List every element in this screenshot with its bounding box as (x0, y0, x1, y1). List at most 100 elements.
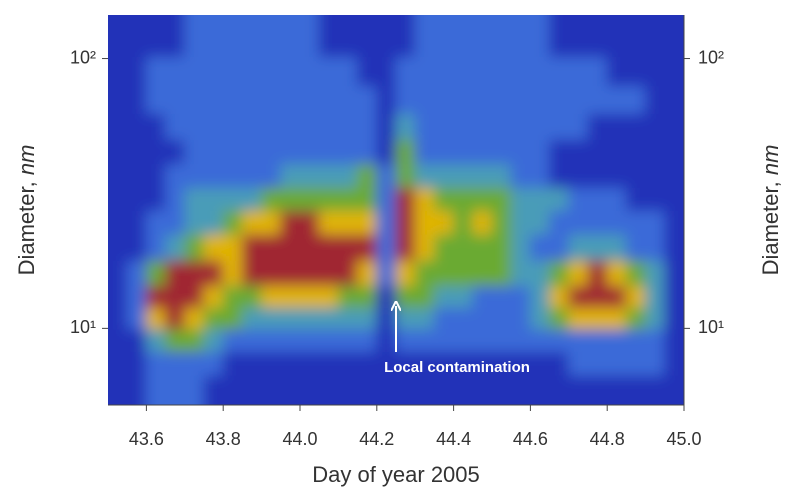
heatmap-cell (491, 209, 512, 235)
heatmap-cell (280, 186, 301, 211)
heatmap-cell (549, 138, 570, 165)
heatmap-cell (453, 306, 474, 330)
heatmap-cell (453, 85, 474, 114)
heatmap-cell (376, 15, 397, 58)
heatmap-cell (126, 15, 147, 58)
heatmap-cell (606, 163, 627, 188)
y2-tick-label: 10² (698, 47, 724, 67)
heatmap-cell (376, 163, 397, 188)
heatmap-cell (108, 56, 128, 87)
heatmap-cell (126, 85, 147, 114)
heatmap-cell (645, 233, 666, 261)
heatmap-cell (395, 112, 416, 140)
heatmap-cell (280, 112, 301, 140)
heatmap-cell (472, 209, 493, 235)
heatmap-cell (606, 209, 627, 235)
heatmap-cell (357, 374, 378, 405)
heatmap-cell (472, 163, 493, 188)
heatmap-cell (145, 306, 167, 330)
heatmap-cell (625, 328, 647, 352)
heatmap-cell (261, 138, 282, 165)
heatmap-cell (357, 209, 378, 235)
heatmap-cell (529, 186, 551, 211)
heatmap-cell (549, 186, 570, 211)
heatmap-cell (108, 138, 128, 165)
heatmap-cell (145, 85, 167, 114)
heatmap-cell (261, 259, 282, 286)
heatmap-cell (280, 138, 301, 165)
heatmap-cell (549, 374, 570, 405)
heatmap-cell (337, 259, 359, 286)
heatmap-cell (126, 112, 147, 140)
heatmap-cell (318, 15, 339, 58)
heatmap-cell (568, 209, 589, 235)
heatmap-cell (241, 163, 263, 188)
heatmap-cell (261, 112, 282, 140)
heatmap-cell (510, 284, 531, 308)
heatmap-cell (414, 186, 435, 211)
heatmap-cell (376, 306, 397, 330)
heatmap-cell (126, 306, 147, 330)
heatmap-cell (510, 138, 531, 165)
heatmap-cell (625, 284, 647, 308)
x-tick-label: 45.0 (666, 429, 701, 449)
heatmap-cell (529, 306, 551, 330)
heatmap-cell (299, 374, 320, 405)
heatmap-cell (529, 209, 551, 235)
heatmap-cell (625, 306, 647, 330)
heatmap-cell (222, 306, 243, 330)
heatmap-cell (184, 138, 205, 165)
heatmap-cell (203, 374, 224, 405)
heatmap-cell (261, 186, 282, 211)
heatmap-cell (529, 138, 551, 165)
heatmap-cell (453, 15, 474, 58)
heatmap-cell (184, 163, 205, 188)
heatmap-cell (587, 56, 608, 87)
heatmap-cell (108, 209, 128, 235)
heatmap-cell (472, 186, 493, 211)
heatmap-cell (549, 85, 570, 114)
heatmap-cell (145, 209, 167, 235)
heatmap-cell (203, 350, 224, 376)
heatmap-cell (165, 328, 186, 352)
heatmap-cell (357, 163, 378, 188)
heatmap-cell (664, 328, 684, 352)
heatmap-cell (395, 350, 416, 376)
heatmap-cell (376, 209, 397, 235)
heatmap-cell (606, 112, 627, 140)
heatmap-cell (184, 306, 205, 330)
heatmap-cell (433, 85, 455, 114)
heatmap-cell (625, 56, 647, 87)
heatmap-cell (433, 138, 455, 165)
heatmap-cell (184, 350, 205, 376)
heatmap-cell (165, 138, 186, 165)
heatmap-cell (299, 85, 320, 114)
heatmap-cell (337, 284, 359, 308)
heatmap-cell (587, 15, 608, 58)
heatmap-cell (357, 306, 378, 330)
heatmap-cell (491, 328, 512, 352)
heatmap-cell (184, 56, 205, 87)
heatmap-cell (625, 186, 647, 211)
heatmap-cell (529, 15, 551, 58)
heatmap-cell (241, 259, 263, 286)
heatmap-cell (491, 85, 512, 114)
heatmap-cell (184, 186, 205, 211)
heatmap-cell (491, 306, 512, 330)
heatmap-cell (414, 328, 435, 352)
heatmap-cell (433, 209, 455, 235)
heatmap-cell (126, 350, 147, 376)
heatmap-cell (318, 374, 339, 405)
heatmap-cell (433, 56, 455, 87)
heatmap-cell (606, 259, 627, 286)
heatmap-cell (568, 56, 589, 87)
heatmap-cell (453, 138, 474, 165)
heatmap-cell (568, 374, 589, 405)
heatmap-cell (568, 328, 589, 352)
heatmap-cell (299, 163, 320, 188)
heatmap-cell (126, 138, 147, 165)
heatmap-cell (587, 209, 608, 235)
heatmap-cell (165, 85, 186, 114)
heatmap-cell (664, 374, 684, 405)
y2-label-unit: nm (758, 145, 783, 176)
